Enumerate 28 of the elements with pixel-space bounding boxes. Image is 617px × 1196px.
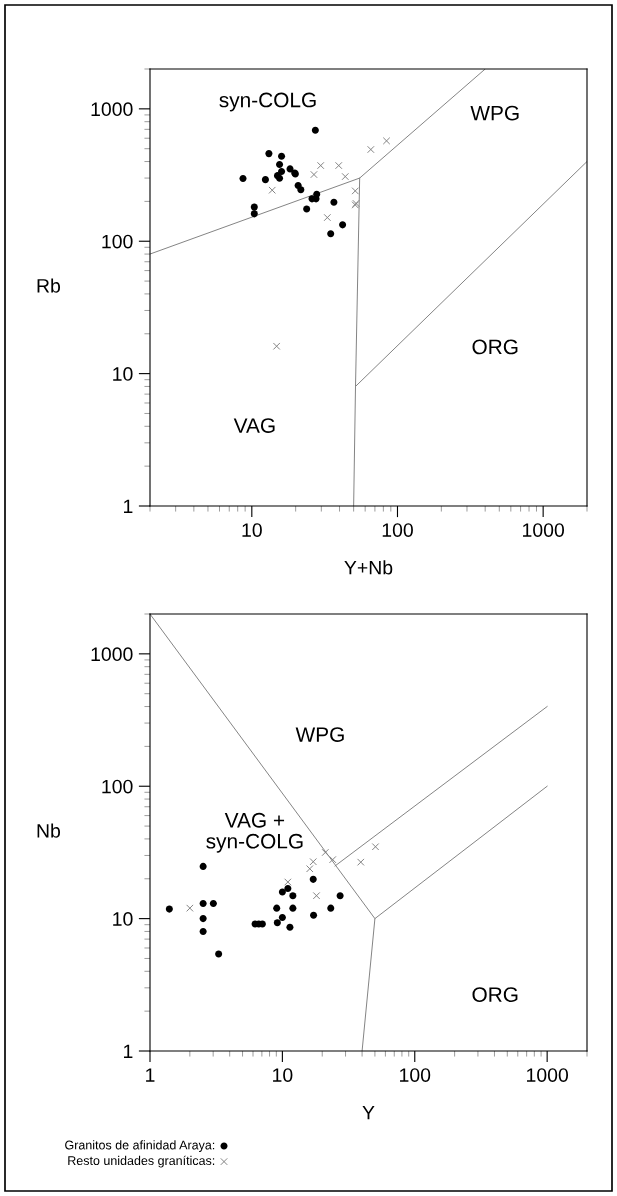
annotation: VAG — [233, 418, 275, 433]
x-axis-title: Y — [362, 1105, 375, 1120]
y-tick-label: 1000 — [91, 647, 133, 662]
x-tick-label: 10 — [242, 523, 262, 537]
annotation: WPG — [295, 727, 344, 742]
y-tick-label: 100 — [102, 779, 133, 794]
x-tick-label: 1000 — [523, 523, 565, 537]
y-tick-label: 1 — [124, 499, 133, 514]
annotation: WPG — [470, 105, 519, 121]
legend-label: Resto unidades graníticas: — [68, 1155, 215, 1168]
x-tick-label: 100 — [400, 1068, 431, 1082]
x-tick-label: 1000 — [527, 1068, 569, 1082]
x-tick-label: 100 — [382, 523, 413, 537]
y-tick-label: 100 — [102, 234, 133, 249]
x-axis-title: Y+Nb — [344, 560, 393, 575]
annotation: VAG + syn-COLG — [206, 812, 303, 853]
x-tick-label: 10 — [273, 1068, 293, 1082]
y-tick-label: 10 — [113, 912, 133, 926]
x-tick-label: 1 — [146, 1068, 155, 1082]
legend-label: Granitos de afinidad Araya: — [65, 1140, 215, 1152]
y-axis-title: Nb — [37, 823, 61, 838]
y-tick-label: 1 — [124, 1044, 133, 1059]
y-axis-title: Rb — [37, 278, 61, 293]
annotation: syn-COLG — [219, 92, 316, 112]
annotation: ORG — [472, 339, 518, 355]
y-tick-label: 1000 — [91, 102, 133, 117]
y-tick-label: 10 — [113, 367, 133, 381]
annotation: ORG — [472, 987, 518, 1002]
